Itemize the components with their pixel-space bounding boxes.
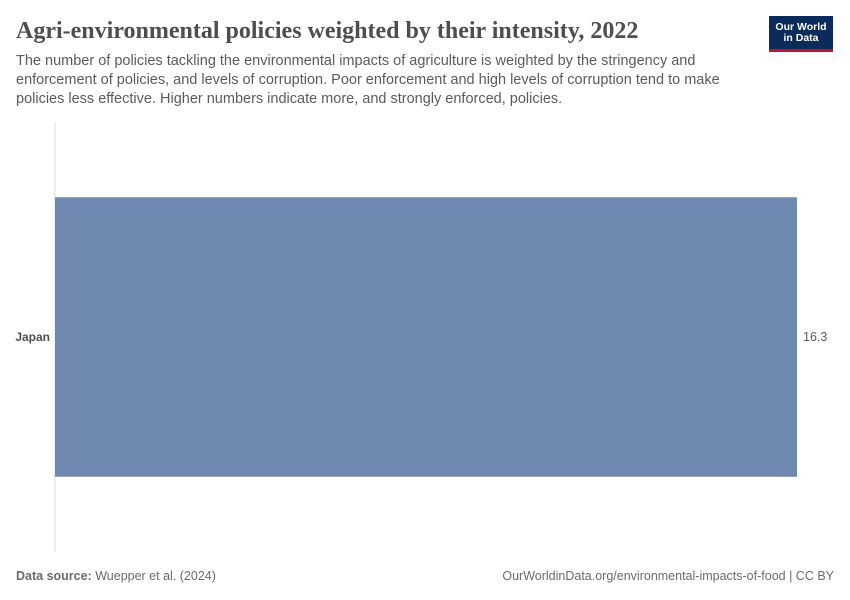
chart-subtitle: The number of policies tackling the envi…	[16, 53, 720, 107]
value-label: 16.3	[803, 330, 827, 344]
chart-title: Agri-environmental policies weighted by …	[16, 18, 639, 44]
category-label[interactable]: Japan	[15, 330, 50, 344]
url-license[interactable]: OurWorldinData.org/environmental-impacts…	[502, 569, 834, 583]
data-source-label: Data source:	[16, 569, 92, 583]
data-source-link[interactable]: Wuepper et al. (2024)	[95, 569, 216, 583]
logo-text-line1: Our World	[775, 20, 827, 33]
logo-text-line2: in Data	[783, 31, 819, 44]
bar-japan[interactable]	[55, 197, 797, 477]
data-source: Data source: Wuepper et al. (2024)	[16, 569, 216, 583]
owid-logo[interactable]: Our World in Data	[769, 16, 833, 52]
